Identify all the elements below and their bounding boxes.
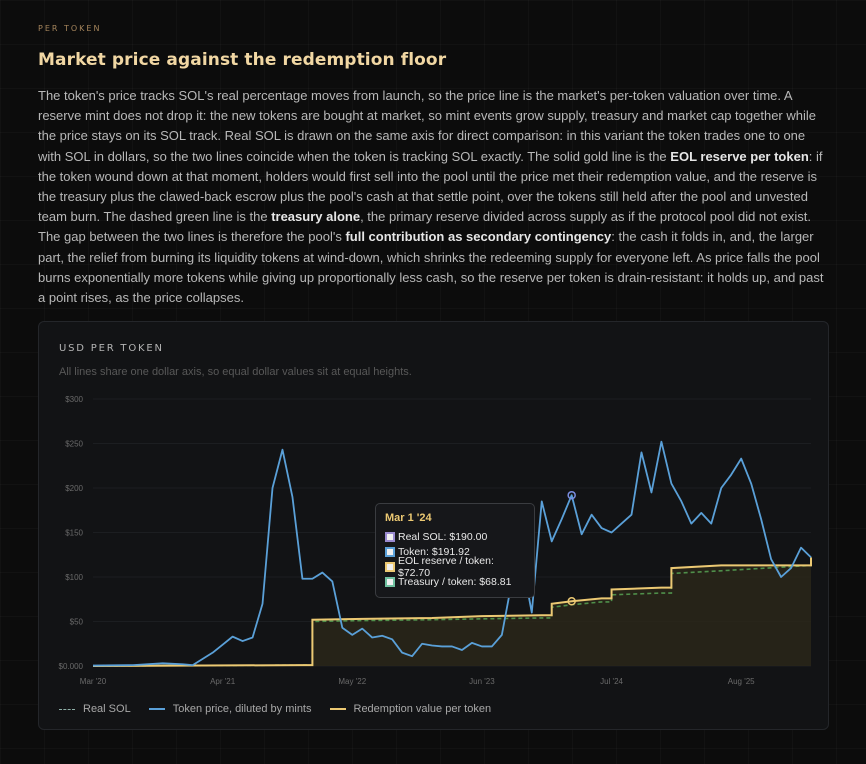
tooltip-row: Treasury / token: $68.81 [385,574,525,589]
token-highlight-marker [567,490,576,500]
legend-item[interactable]: Token price, diluted by mints [148,703,312,715]
legend-label: Redemption value per token [353,703,492,715]
section-title: Market price against the redemption floo… [38,50,447,70]
tooltip-swatch [385,531,395,542]
chart-subtitle: All lines share one dollar axis, so equa… [59,366,412,378]
legend-label: Real SOL [83,703,131,715]
y-tick-label: $50 [70,618,84,627]
legend-item[interactable]: Redemption value per token [329,703,492,715]
tooltip-label: Treasury / token: $68.81 [398,575,512,588]
tooltip-date: Mar 1 '24 [385,512,432,524]
paragraph-text: , the primary reserve divided across sup… [38,209,811,245]
legend-label: Token price, diluted by mints [172,703,312,715]
tooltip-label: Token: $191.92 [398,545,470,558]
reserve-highlight-marker [567,597,576,606]
y-tick-label: $0.000 [59,662,84,671]
x-tick-label: Jun '23 [469,677,495,686]
legend-swatch [148,708,165,710]
chart-panel: USD PER TOKEN All lines share one dollar… [38,321,829,730]
emphasis-text: full contribution as secondary contingen… [345,229,612,245]
y-tick-label: $300 [65,395,83,404]
legend-swatch [59,708,75,710]
x-tick-label: Mar '20 [80,677,107,686]
emphasis-text: treasury alone [271,209,361,225]
paragraph-text: The token's price tracks SOL's real perc… [38,88,816,164]
tooltip-row: Token: $191.92 [385,544,525,559]
y-tick-label: $100 [65,573,83,582]
reserve-area [93,557,811,666]
paragraph-text: : the cash it folds in, and, the larger … [38,229,824,306]
y-tick-label: $250 [65,440,83,449]
section-description: The token's price tracks SOL's real perc… [38,86,830,308]
tooltip-row: EOL reserve / token: $72.70 [385,555,525,579]
y-tick-label: $150 [65,529,83,538]
legend-swatch [329,708,346,710]
chart-tooltip: Mar 1 '24 Real SOL: $190.00 Token: $191.9… [375,503,535,598]
legend-item[interactable]: Real SOL [59,703,131,715]
section-eyebrow: PER TOKEN [38,24,102,33]
tooltip-row: Real SOL: $190.00 [385,529,525,544]
tooltip-swatch [385,546,395,557]
tooltip-swatch [385,576,395,587]
x-tick-label: Apr '21 [210,677,236,686]
x-tick-label: Aug '25 [728,677,755,686]
chart-legend: Real SOL Token price, diluted by mints Red… [59,703,509,715]
tooltip-label: Real SOL: $190.00 [398,530,488,543]
emphasis-text: EOL reserve per token [670,148,809,164]
x-tick-label: May '22 [338,677,366,686]
chart-title: USD PER TOKEN [59,343,164,354]
reserve-line [92,557,812,667]
y-tick-label: $200 [65,484,83,493]
tooltip-label: EOL reserve / token: $72.70 [398,554,494,579]
line-chart[interactable]: $0.000 $50 $100 $150 $200 $250 $300 Mar '20 Apr … [39,322,828,729]
token-price-line [92,440,812,667]
x-tick-label: Jul '24 [600,677,623,686]
tooltip-swatch [385,561,395,572]
paragraph-text: : if the token wound down at that moment… [38,148,823,225]
